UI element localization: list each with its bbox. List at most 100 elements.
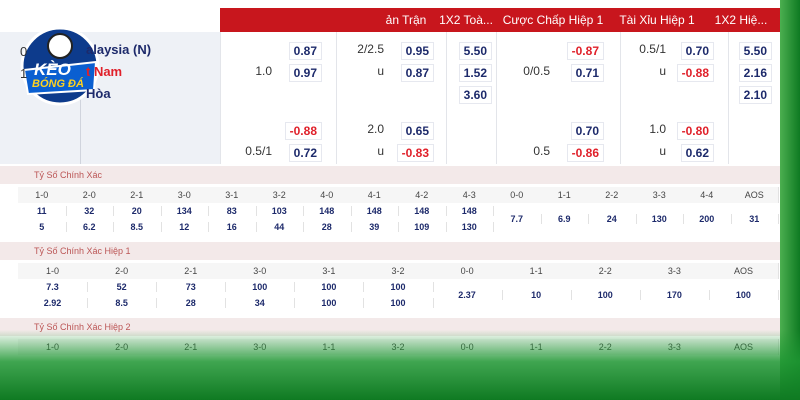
score-header: AOS: [708, 263, 779, 279]
odds-value[interactable]: 0.65: [400, 122, 434, 140]
score-odds[interactable]: 6.9: [541, 214, 589, 224]
odds-value[interactable]: 2.10: [738, 86, 772, 104]
score-odds[interactable]: 148: [303, 206, 352, 216]
divider: [446, 32, 447, 164]
column-header: Cược Chấp Hiệp 1: [502, 13, 604, 27]
divider: [620, 32, 621, 164]
score-odds[interactable]: 31: [731, 214, 779, 224]
score-odds[interactable]: 130: [636, 214, 684, 224]
odds-line: u: [377, 144, 384, 158]
score-odds[interactable]: 134: [161, 206, 209, 216]
column-header: 1X2 Toà...: [439, 13, 493, 27]
logo-text: BÓNG ĐÁ: [32, 78, 84, 90]
odds-value[interactable]: 0.87: [400, 64, 434, 82]
score-header: 2-2: [588, 187, 637, 203]
odds-line: u: [377, 64, 384, 78]
score-odds[interactable]: 100: [709, 290, 779, 300]
odds-value[interactable]: -0.87: [566, 42, 604, 60]
odds-value[interactable]: 0.72: [288, 144, 322, 162]
score-odds[interactable]: 6.2: [66, 222, 114, 232]
odds-value[interactable]: 0.97: [288, 64, 322, 82]
score-header: 2-1: [113, 187, 162, 203]
score-odds[interactable]: 148: [351, 206, 399, 216]
odds-value[interactable]: 1.52: [458, 64, 492, 82]
score-odds[interactable]: 16: [208, 222, 257, 232]
score-header: 1-0: [18, 187, 67, 203]
odds-value[interactable]: 5.50: [458, 42, 492, 60]
score-header: 3-1: [208, 187, 257, 203]
odds-value[interactable]: 3.60: [458, 86, 492, 104]
odds-value[interactable]: -0.86: [566, 144, 604, 162]
odds-value[interactable]: 0.70: [570, 122, 604, 140]
column-header: ản Trận: [385, 13, 427, 27]
score-odds[interactable]: 73: [156, 282, 227, 292]
odds-value[interactable]: 5.50: [738, 42, 772, 60]
score-odds[interactable]: 170: [640, 290, 710, 300]
logo-graphic: [20, 26, 100, 106]
score-odds[interactable]: 39: [351, 222, 399, 232]
score-header: 2-0: [87, 263, 158, 279]
odds-value[interactable]: -0.80: [676, 122, 714, 140]
score-odds[interactable]: 5: [18, 222, 67, 232]
score-odds[interactable]: 20: [113, 206, 162, 216]
score-odds[interactable]: 28: [156, 298, 227, 308]
odds-value[interactable]: 0.95: [400, 42, 434, 60]
score-header: 2-2: [570, 263, 641, 279]
score-odds[interactable]: 10: [502, 290, 572, 300]
logo: KÈO BÓNG ĐÁ: [18, 24, 102, 108]
odds-value[interactable]: 0.71: [570, 64, 604, 82]
odds-value[interactable]: 2.16: [738, 64, 772, 82]
score-odds[interactable]: 130: [446, 222, 494, 232]
score-odds[interactable]: 200: [683, 214, 732, 224]
score-header: 3-2: [363, 263, 434, 279]
score-odds[interactable]: 28: [303, 222, 352, 232]
column-header: 1X2 Hiệ...: [714, 13, 768, 27]
score-odds[interactable]: 52: [87, 282, 158, 292]
score-odds[interactable]: 100: [363, 282, 434, 292]
score-odds[interactable]: 44: [256, 222, 304, 232]
score-odds[interactable]: 8.5: [113, 222, 162, 232]
score-odds[interactable]: 100: [294, 298, 365, 308]
score-odds[interactable]: 83: [208, 206, 257, 216]
score-header: 4-0: [303, 187, 352, 203]
score-header: 4-1: [350, 187, 399, 203]
section-bar: Tỷ Số Chính Xác Hiệp 1: [0, 242, 780, 260]
odds-value[interactable]: 0.87: [288, 42, 322, 60]
score-odds[interactable]: 100: [294, 282, 365, 292]
score-header: 1-1: [501, 263, 572, 279]
score-odds[interactable]: 100: [225, 282, 296, 292]
score-odds[interactable]: 100: [571, 290, 641, 300]
score-odds[interactable]: 24: [588, 214, 637, 224]
odds-value[interactable]: 0.62: [680, 144, 714, 162]
score-odds[interactable]: 100: [363, 298, 434, 308]
score-odds[interactable]: 7.7: [493, 214, 542, 224]
score-odds[interactable]: 8.5: [87, 298, 158, 308]
score-odds[interactable]: 11: [18, 206, 67, 216]
score-header: 3-3: [639, 263, 710, 279]
column-header: Tài Xỉu Hiệp 1: [619, 13, 695, 27]
score-header: 2-1: [156, 263, 227, 279]
divider: [220, 32, 221, 164]
score-odds[interactable]: 148: [398, 206, 447, 216]
logo-text: KÈO: [34, 60, 71, 79]
odds-value[interactable]: -0.88: [676, 64, 714, 82]
odds-value[interactable]: 0.70: [680, 42, 714, 60]
top-strip: [0, 0, 780, 10]
score-odds[interactable]: 2.92: [18, 298, 89, 308]
odds-line: 0.5: [533, 144, 550, 158]
team-name: t Nam: [86, 64, 123, 79]
divider: [336, 32, 337, 164]
odds-value[interactable]: -0.83: [396, 144, 434, 162]
score-odds[interactable]: 34: [225, 298, 296, 308]
score-odds[interactable]: 2.37: [433, 290, 503, 300]
score-odds[interactable]: 148: [446, 206, 494, 216]
odds-line: 0.5/1: [639, 42, 666, 56]
score-odds[interactable]: 32: [66, 206, 114, 216]
score-odds[interactable]: 109: [398, 222, 447, 232]
score-odds[interactable]: 103: [256, 206, 304, 216]
score-odds[interactable]: 7.3: [18, 282, 89, 292]
team-name: alaysia (N): [86, 42, 152, 57]
odds-value[interactable]: -0.88: [284, 122, 322, 140]
score-odds[interactable]: 12: [161, 222, 209, 232]
